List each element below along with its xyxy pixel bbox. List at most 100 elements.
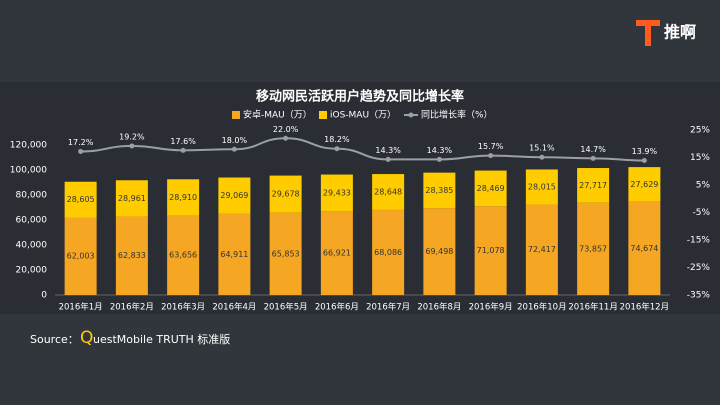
bar (269, 212, 302, 295)
bar (525, 204, 558, 295)
line-point (334, 146, 340, 152)
bar-value-label: 29,678 (272, 190, 300, 199)
bar (577, 202, 610, 295)
x-tick-label: 2016年7月 (366, 302, 410, 313)
bar-value-label: 27,717 (579, 181, 607, 190)
logo-icon (636, 20, 660, 46)
bar-value-label: 27,629 (630, 180, 658, 189)
line-value-label: 19.2% (119, 132, 145, 141)
y-tick-label: 80,000 (16, 191, 48, 201)
y-tick-label: 100,000 (10, 166, 47, 176)
x-tick-label: 2016年6月 (315, 302, 359, 313)
y2-tick-label: -25% (687, 263, 711, 273)
bar-value-label: 28,605 (67, 195, 95, 204)
x-tick-label: 2016年5月 (264, 302, 308, 313)
bar (115, 180, 148, 217)
line-value-label: 14.3% (375, 146, 401, 155)
line-point (283, 135, 289, 141)
y2-tick-label: -15% (687, 236, 711, 246)
bar (577, 168, 610, 203)
line-point (539, 154, 545, 160)
chart-title: 移动网民活跃用户趋势及同比增长率 (256, 89, 464, 105)
line-point (590, 155, 596, 161)
line-value-label: 18.2% (324, 135, 350, 144)
bar (218, 213, 251, 295)
line-point (436, 156, 442, 162)
source-initial: Q (80, 328, 93, 348)
x-tick-label: 2016年12月 (620, 302, 669, 313)
bar (218, 177, 251, 214)
y2-tick-label: -35% (687, 291, 711, 301)
bar-value-label: 28,961 (118, 194, 146, 203)
y-tick-label: 20,000 (16, 266, 48, 276)
bar (423, 208, 456, 295)
bar (320, 174, 353, 212)
bar-value-label: 73,857 (579, 244, 607, 253)
bar-value-label: 68,086 (374, 248, 402, 257)
line-point (129, 143, 135, 149)
bar-value-label: 69,498 (425, 247, 453, 256)
line-value-label: 15.1% (529, 144, 555, 153)
bar (474, 170, 507, 207)
bar (372, 174, 405, 210)
bar-value-label: 28,015 (528, 182, 556, 191)
bar-value-label: 66,921 (323, 249, 351, 258)
bar (269, 175, 302, 213)
line-value-label: 17.2% (68, 138, 94, 147)
x-tick-label: 2016年4月 (212, 302, 256, 313)
bar-value-label: 64,911 (220, 250, 248, 259)
legend-label: 同比增长率（%） (421, 109, 493, 121)
x-tick-label: 2016年1月 (59, 302, 103, 313)
y2-tick-label: 5% (696, 181, 711, 191)
y-tick-label: 60,000 (16, 216, 48, 226)
x-tick-label: 2016年3月 (161, 302, 205, 313)
x-tick-label: 2016年10月 (517, 302, 566, 313)
bar-value-label: 28,385 (425, 186, 453, 195)
y2-tick-label: -5% (692, 208, 710, 218)
y2-tick-label: 25% (690, 126, 710, 136)
line-point (231, 146, 237, 152)
line-point (180, 147, 186, 153)
y-tick-label: 0 (41, 291, 47, 301)
line-value-label: 18.0% (222, 136, 248, 145)
line-point (78, 148, 84, 154)
legend-label: iOS-MAU（万） (330, 110, 396, 121)
bar (115, 216, 148, 295)
legend-swatch (319, 111, 327, 119)
bar (64, 181, 97, 218)
bar-value-label: 63,656 (169, 251, 197, 260)
line-value-label: 14.7% (580, 145, 606, 154)
line-value-label: 17.6% (170, 137, 196, 146)
bar (64, 217, 97, 295)
x-tick-label: 2016年8月 (417, 302, 461, 313)
bar (320, 211, 353, 295)
y-tick-label: 40,000 (16, 241, 48, 251)
bar (423, 172, 456, 209)
y2-tick-label: 15% (690, 153, 710, 163)
bar-value-label: 62,833 (118, 251, 146, 260)
source-label: Source： (30, 333, 79, 346)
bar (628, 201, 661, 295)
x-tick-label: 2016年9月 (469, 302, 513, 313)
bar-value-label: 71,078 (477, 246, 505, 255)
line-value-label: 15.7% (478, 142, 504, 151)
y-tick-label: 120,000 (10, 141, 47, 151)
logo-text: 推啊 (664, 23, 696, 42)
line-value-label: 13.9% (632, 147, 658, 156)
legend-swatch (408, 112, 414, 118)
legend-label: 安卓-MAU（万） (243, 109, 312, 121)
bar (372, 209, 405, 295)
bar-value-label: 28,469 (477, 184, 505, 193)
bar-value-label: 28,648 (374, 187, 402, 196)
bar-value-label: 72,417 (528, 245, 556, 254)
line-value-label: 22.0% (273, 125, 299, 134)
line-value-label: 14.3% (427, 146, 453, 155)
legend-swatch (232, 111, 240, 119)
line (80, 137, 645, 162)
bar-value-label: 74,674 (630, 244, 658, 253)
line-point (488, 153, 494, 159)
x-tick-label: 2016年11月 (568, 302, 617, 313)
bar-value-label: 29,433 (323, 188, 351, 197)
